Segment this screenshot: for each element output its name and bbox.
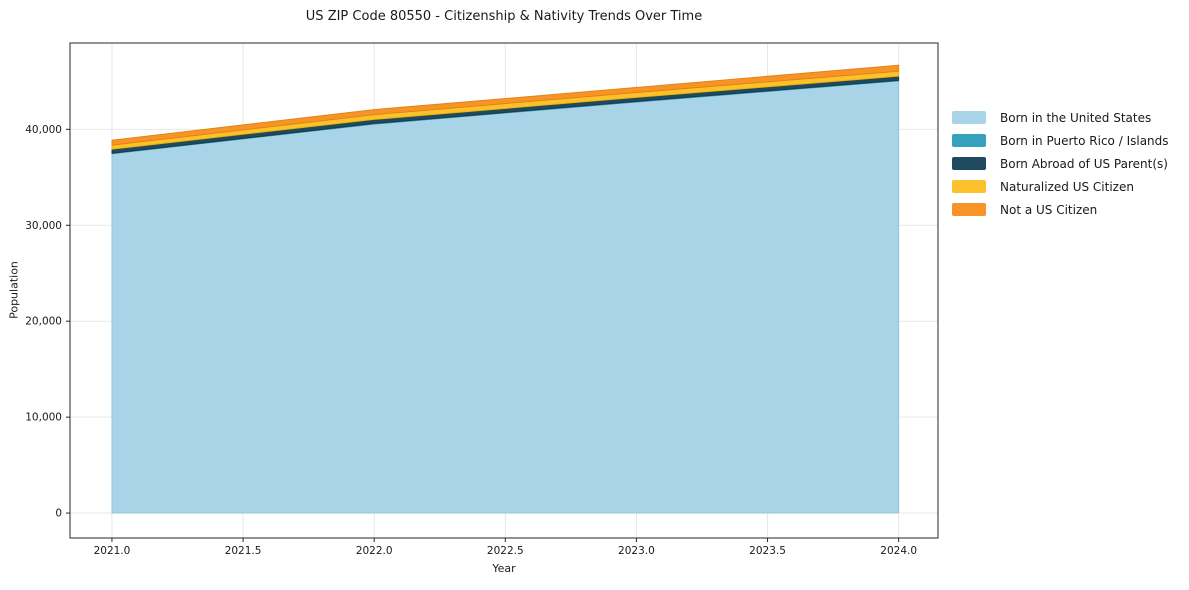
x-tick-label: 2022.5 xyxy=(487,545,524,557)
y-tick-label: 30,000 xyxy=(25,220,62,232)
x-tick-label: 2023.5 xyxy=(749,545,786,557)
legend-label: Naturalized US Citizen xyxy=(1000,179,1134,194)
legend-label: Born in the United States xyxy=(1000,110,1152,125)
y-axis-label: Population xyxy=(7,261,21,319)
legend: Born in the United States Born in Puerto … xyxy=(952,106,1169,221)
legend-item: Naturalized US Citizen xyxy=(952,175,1169,198)
y-tick-label: 40,000 xyxy=(25,124,62,136)
legend-swatch xyxy=(952,157,986,170)
legend-label: Not a US Citizen xyxy=(1000,202,1098,217)
legend-swatch xyxy=(952,180,986,193)
legend-swatch xyxy=(952,134,986,147)
y-tick-label: 20,000 xyxy=(25,316,62,328)
x-axis-label: Year xyxy=(492,562,516,575)
x-tick-label: 2022.0 xyxy=(356,545,393,557)
y-tick-label: 10,000 xyxy=(25,412,62,424)
x-tick-label: 2024.0 xyxy=(880,545,917,557)
plot-border xyxy=(69,42,939,539)
y-tick-label: 0 xyxy=(55,508,62,520)
x-tick-label: 2021.5 xyxy=(225,545,262,557)
x-tick-label: 2023.0 xyxy=(618,545,655,557)
x-tick-label: 2021.0 xyxy=(94,545,131,557)
legend-item: Born in Puerto Rico / Islands xyxy=(952,129,1169,152)
legend-item: Born Abroad of US Parent(s) xyxy=(952,152,1169,175)
area-series-0 xyxy=(111,80,900,514)
legend-swatch xyxy=(952,203,986,216)
legend-label: Born Abroad of US Parent(s) xyxy=(1000,156,1168,171)
legend-swatch xyxy=(952,111,986,124)
legend-label: Born in Puerto Rico / Islands xyxy=(1000,133,1169,148)
legend-item: Born in the United States xyxy=(952,106,1169,129)
area-series-4 xyxy=(111,64,900,146)
chart-title: US ZIP Code 80550 - Citizenship & Nativi… xyxy=(305,9,703,24)
legend-item: Not a US Citizen xyxy=(952,198,1169,221)
